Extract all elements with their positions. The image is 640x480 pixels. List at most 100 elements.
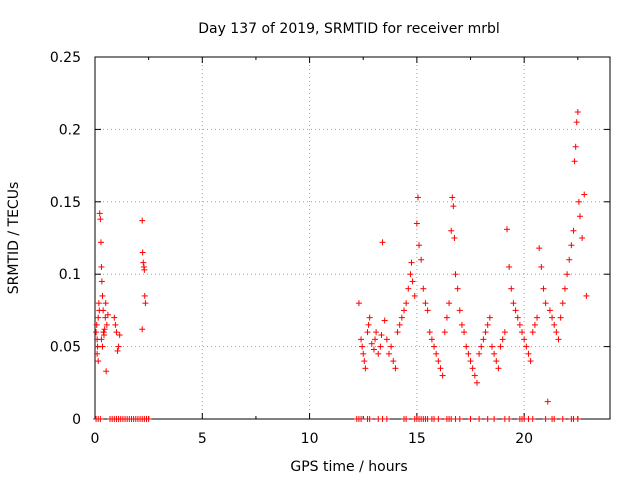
data-point [549,314,556,321]
data-point [103,321,110,328]
data-point [388,343,395,350]
data-point [435,416,442,422]
data-point [359,343,366,350]
data-point [463,343,470,350]
data-point [411,292,418,299]
data-point [499,336,506,343]
data-point [405,285,412,292]
y-tick-label: 0.2 [59,122,81,138]
data-point [99,343,106,350]
data-point [102,314,109,321]
data-point [557,314,564,321]
data-point [428,336,435,343]
data-point [523,343,530,350]
y-tick-label: 0 [72,412,81,428]
data-point [396,321,403,328]
data-point [383,336,390,343]
data-point [140,259,147,266]
data-point [95,300,102,307]
data-point [93,329,100,336]
data-point [422,300,429,307]
data-point [484,321,491,328]
data-point [98,263,105,270]
data-point [394,329,401,336]
data-point [491,416,498,422]
data-point [574,109,581,116]
data-point [461,329,468,336]
data-point [561,285,568,292]
data-point [546,307,553,314]
data-point [465,350,472,357]
data-point [581,191,588,198]
data-point [559,416,566,422]
data-point [102,300,109,307]
data-point [525,350,532,357]
data-point [101,326,108,333]
data-point [456,416,463,422]
data-point [488,343,495,350]
data-point [451,235,458,241]
data-point [480,336,487,343]
data-point [95,358,102,365]
data-point [420,285,427,292]
data-point [516,321,523,328]
data-point [104,311,111,318]
data-point [366,314,373,321]
data-point [385,350,392,357]
data-point [450,203,457,210]
data-point [99,292,106,299]
data-point [409,278,416,285]
data-point [98,336,105,343]
data-point [403,416,410,422]
data-point [491,350,498,357]
data-point [141,292,148,299]
data-point [366,416,373,422]
data-point [553,329,560,336]
x-tick-label: 10 [301,431,319,447]
data-point [572,143,579,150]
data-point [544,398,551,405]
data-point [362,365,369,372]
data-point [551,416,558,422]
data-point [484,416,491,422]
data-point [372,336,379,343]
y-tick-label: 0.25 [50,50,81,66]
data-point [416,242,423,249]
data-point [139,217,146,224]
data-point [381,317,388,324]
data-point [355,300,362,307]
data-point [521,336,528,343]
data-point [403,300,410,307]
data-point [456,307,463,314]
data-point [100,329,107,336]
data-point [493,358,500,365]
data-point [95,314,102,321]
data-point [360,350,367,357]
data-point [531,321,538,328]
data-point [449,194,456,201]
data-point [370,346,377,353]
data-point [529,416,536,422]
data-point [139,326,146,333]
data-point [574,416,581,422]
data-point [555,336,562,343]
data-point [377,343,384,350]
data-point [373,329,380,336]
data-point [497,343,504,350]
plot-frame [94,56,611,420]
data-point [441,329,448,336]
data-point [413,220,420,227]
y-axis-label: SRMTID / TECUs [6,182,22,295]
data-point [443,314,450,321]
data-point [96,210,103,217]
data-point [534,314,541,321]
data-point [368,340,375,347]
data-point [115,343,122,350]
data-point [448,227,455,234]
data-point [103,368,110,375]
data-point [379,239,386,246]
data-point [482,329,489,336]
data-point [551,321,558,328]
